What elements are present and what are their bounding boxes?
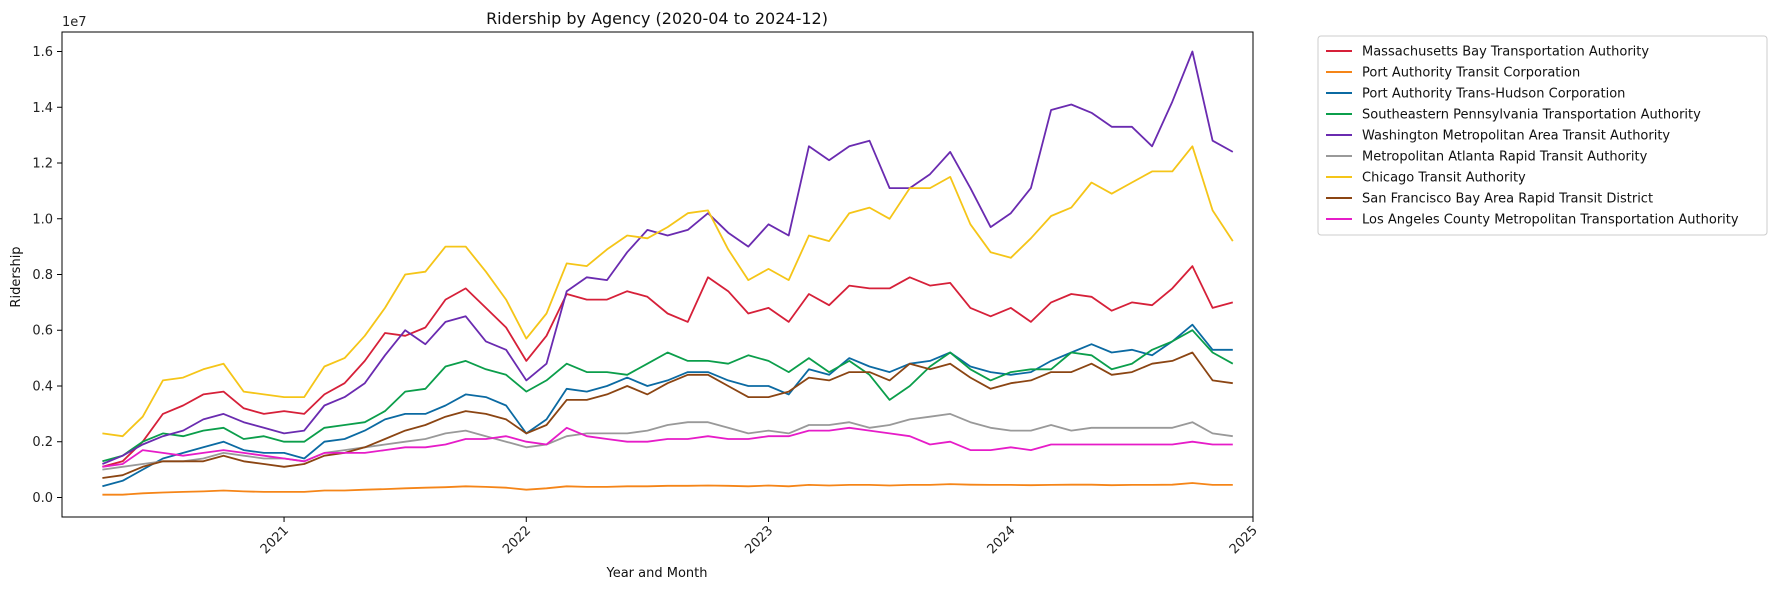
x-axis-title: Year and Month xyxy=(606,566,708,581)
y-tick-label: 0.0 xyxy=(32,491,53,506)
legend-label: Port Authority Transit Corporation xyxy=(1362,66,1580,81)
y-tick-label: 1.0 xyxy=(32,212,53,227)
legend-label: San Francisco Bay Area Rapid Transit Dis… xyxy=(1362,192,1653,207)
series-layer xyxy=(102,50,1234,496)
y-axis-title: Ridership xyxy=(9,246,24,307)
legend-label: Massachusetts Bay Transportation Authori… xyxy=(1362,45,1649,60)
legend-label: Los Angeles County Metropolitan Transpor… xyxy=(1362,213,1739,228)
series-line xyxy=(102,145,1234,438)
series-line xyxy=(102,323,1233,488)
series-line xyxy=(102,426,1233,468)
y-tick-label: 0.6 xyxy=(32,324,53,339)
legend: Massachusetts Bay Transportation Authori… xyxy=(1317,35,1768,236)
y-tick-label: 1.4 xyxy=(32,101,53,116)
legend-label: Port Authority Trans-Hudson Corporation xyxy=(1362,87,1625,102)
legend-label: Washington Metropolitan Area Transit Aut… xyxy=(1362,129,1670,144)
chart-title: Ridership by Agency (2020-04 to 2024-12) xyxy=(486,9,828,28)
series-line xyxy=(102,329,1234,463)
series-line xyxy=(102,265,1234,468)
y-tick-label: 0.4 xyxy=(32,379,53,394)
legend-label: Southeastern Pennsylvania Transportation… xyxy=(1362,108,1701,123)
legend-label: Metropolitan Atlanta Rapid Transit Autho… xyxy=(1362,150,1648,165)
series-line xyxy=(102,50,1234,465)
series-line xyxy=(102,482,1233,496)
legend-box xyxy=(1317,35,1768,236)
y-tick-label: 0.2 xyxy=(32,435,53,450)
plot-frame xyxy=(61,31,1254,518)
y-tick-label: 1.2 xyxy=(32,157,53,172)
y-tick-label: 1.6 xyxy=(32,45,53,60)
y-axis-multiplier: 1e7 xyxy=(62,15,87,30)
y-tick-label: 0.8 xyxy=(32,268,53,283)
legend-label: Chicago Transit Authority xyxy=(1362,171,1526,186)
series-line xyxy=(102,351,1233,479)
